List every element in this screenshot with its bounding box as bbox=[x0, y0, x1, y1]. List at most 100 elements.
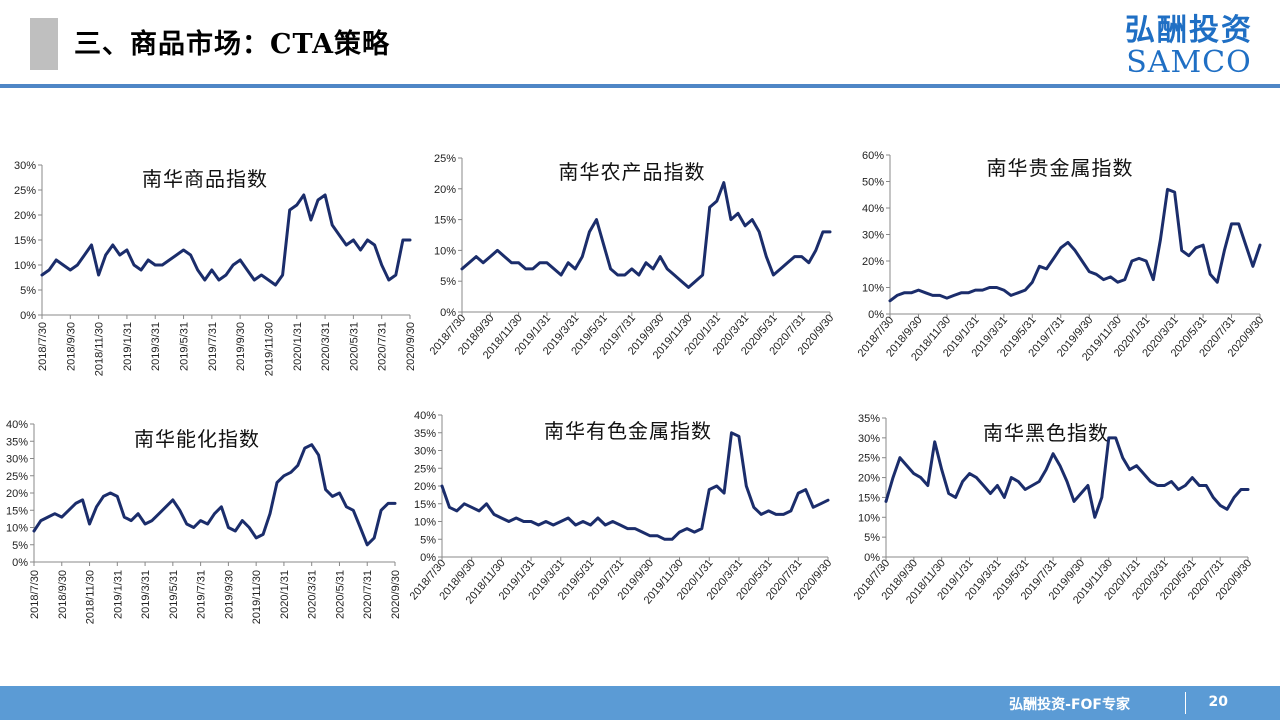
y-tick-label: 0% bbox=[440, 307, 456, 319]
x-tick-label: 2019/9/30 bbox=[1055, 314, 1096, 359]
chart-5: 南华黑色指数0%5%10%15%20%25%30%35%2018/7/30201… bbox=[852, 413, 1255, 606]
chart-title: 南华有色金属指数 bbox=[544, 419, 712, 443]
x-tick-label: 2020/1/31 bbox=[1112, 314, 1153, 359]
x-tick-label: 2019/9/30 bbox=[626, 312, 667, 357]
chart-title: 南华商品指数 bbox=[142, 167, 268, 191]
y-tick-label: 30% bbox=[862, 230, 884, 242]
x-tick-label: 2018/7/30 bbox=[428, 312, 469, 357]
x-tick-label: 2020/1/31 bbox=[279, 570, 291, 619]
footer-separator bbox=[1185, 692, 1186, 714]
x-tick-label: 2019/3/31 bbox=[526, 557, 567, 602]
y-tick-label: 25% bbox=[434, 153, 456, 165]
x-tick-label: 2020/5/31 bbox=[734, 557, 775, 602]
x-tick-label: 2019/3/31 bbox=[963, 557, 1004, 602]
x-tick-label: 2020/9/30 bbox=[794, 557, 835, 602]
y-tick-label: 5% bbox=[20, 285, 36, 297]
y-tick-label: 35% bbox=[6, 436, 28, 448]
x-tick-label: 2019/9/30 bbox=[615, 557, 656, 602]
y-tick-label: 5% bbox=[12, 540, 28, 552]
x-tick-label: 2019/1/31 bbox=[935, 557, 976, 602]
y-tick-label: 0% bbox=[868, 309, 884, 321]
y-tick-label: 20% bbox=[434, 184, 456, 196]
y-tick-label: 0% bbox=[420, 552, 436, 564]
x-tick-label: 2020/1/31 bbox=[682, 312, 723, 357]
y-tick-label: 15% bbox=[858, 492, 880, 504]
page-number: 20 bbox=[1208, 694, 1228, 710]
y-tick-label: 30% bbox=[858, 433, 880, 445]
y-tick-label: 35% bbox=[858, 413, 880, 425]
x-tick-label: 2019/11/30 bbox=[651, 312, 695, 361]
x-tick-label: 2018/9/30 bbox=[437, 557, 478, 602]
x-tick-label: 2020/3/31 bbox=[320, 322, 332, 371]
y-tick-label: 0% bbox=[20, 310, 36, 322]
x-tick-label: 2020/7/31 bbox=[764, 557, 805, 602]
y-tick-label: 35% bbox=[414, 428, 436, 440]
y-tick-label: 40% bbox=[414, 410, 436, 422]
x-tick-label: 2018/11/30 bbox=[464, 557, 508, 606]
y-tick-label: 25% bbox=[414, 463, 436, 475]
x-tick-label: 2019/5/31 bbox=[569, 312, 610, 357]
x-tick-label: 2019/3/31 bbox=[140, 570, 152, 619]
y-tick-label: 10% bbox=[862, 283, 884, 295]
y-tick-label: 25% bbox=[858, 453, 880, 465]
y-tick-label: 15% bbox=[434, 215, 456, 227]
x-tick-label: 2019/11/30 bbox=[263, 322, 275, 376]
chart-title: 南华黑色指数 bbox=[983, 421, 1109, 445]
x-tick-label: 2020/3/31 bbox=[1140, 314, 1181, 359]
x-tick-label: 2019/5/31 bbox=[168, 570, 180, 619]
series-line bbox=[440, 431, 830, 541]
chart-1: 南华农产品指数 0% 5% 10% 15% 20% 25% 2018/7/302018/9/3… bbox=[428, 153, 837, 361]
y-tick-label: 30% bbox=[414, 446, 436, 458]
x-tick-label: 2019/9/30 bbox=[223, 570, 235, 619]
x-tick-label: 2019/3/31 bbox=[969, 314, 1010, 359]
title-accent-bar bbox=[30, 18, 58, 70]
x-tick-label: 2020/7/31 bbox=[1197, 314, 1238, 359]
x-tick-label: 2020/9/30 bbox=[405, 322, 417, 371]
y-tick-label: 10% bbox=[14, 260, 36, 272]
y-tick-label: 30% bbox=[6, 454, 28, 466]
logo-en-text: SAMCO bbox=[1126, 45, 1252, 80]
y-tick-label: 15% bbox=[414, 499, 436, 511]
x-tick-label: 2019/7/31 bbox=[196, 570, 208, 619]
x-tick-label: 2020/9/30 bbox=[1214, 557, 1255, 602]
series-line bbox=[460, 181, 832, 289]
x-tick-label: 2020/5/31 bbox=[348, 322, 360, 371]
y-tick-label: 5% bbox=[864, 532, 880, 544]
x-tick-label: 2019/5/31 bbox=[991, 557, 1032, 602]
y-tick-label: 25% bbox=[6, 471, 28, 483]
x-tick-label: 2019/7/31 bbox=[1026, 314, 1067, 359]
x-tick-label: 2020/5/31 bbox=[1158, 557, 1199, 602]
x-tick-label: 2020/1/31 bbox=[1102, 557, 1143, 602]
x-tick-label: 2018/9/30 bbox=[884, 314, 925, 359]
x-tick-label: 2020/9/30 bbox=[796, 312, 837, 357]
x-tick-label: 2019/1/31 bbox=[112, 570, 124, 619]
x-tick-label: 2018/7/30 bbox=[856, 314, 897, 359]
series-line bbox=[32, 443, 397, 547]
x-tick-label: 2020/5/31 bbox=[1169, 314, 1210, 359]
y-tick-label: 5% bbox=[440, 276, 456, 288]
y-tick-label: 60% bbox=[862, 150, 884, 162]
logo-cn-text: 弘酬投资 bbox=[1125, 13, 1253, 48]
x-tick-label: 2019/9/30 bbox=[1047, 557, 1088, 602]
x-tick-label: 2020/1/31 bbox=[292, 322, 304, 371]
x-tick-label: 2019/3/31 bbox=[150, 322, 162, 371]
y-tick-label: 40% bbox=[6, 419, 28, 431]
footer-text: 弘酬投资-FOF专家 bbox=[1009, 697, 1130, 713]
chart-title: 南华能化指数 bbox=[134, 427, 260, 451]
y-tick-label: 15% bbox=[6, 505, 28, 517]
x-tick-label: 2018/9/30 bbox=[57, 570, 69, 619]
y-tick-label: 5% bbox=[420, 534, 436, 546]
x-tick-label: 2020/1/31 bbox=[675, 557, 716, 602]
y-tick-label: 10% bbox=[414, 517, 436, 529]
x-tick-label: 2018/11/30 bbox=[481, 312, 525, 361]
x-tick-label: 2019/11/30 bbox=[251, 570, 263, 624]
y-tick-label: 20% bbox=[14, 210, 36, 222]
x-tick-label: 2018/7/30 bbox=[852, 557, 893, 602]
x-tick-label: 2020/7/31 bbox=[377, 322, 389, 371]
chart-title: 南华农产品指数 bbox=[559, 160, 706, 184]
x-tick-label: 2018/7/30 bbox=[29, 570, 41, 619]
x-tick-label: 2019/7/31 bbox=[597, 312, 638, 357]
x-tick-label: 2020/3/31 bbox=[1130, 557, 1171, 602]
chart-2: 南华贵金属指数0%10%20%30%40%50%60%2018/7/302018… bbox=[856, 150, 1267, 363]
